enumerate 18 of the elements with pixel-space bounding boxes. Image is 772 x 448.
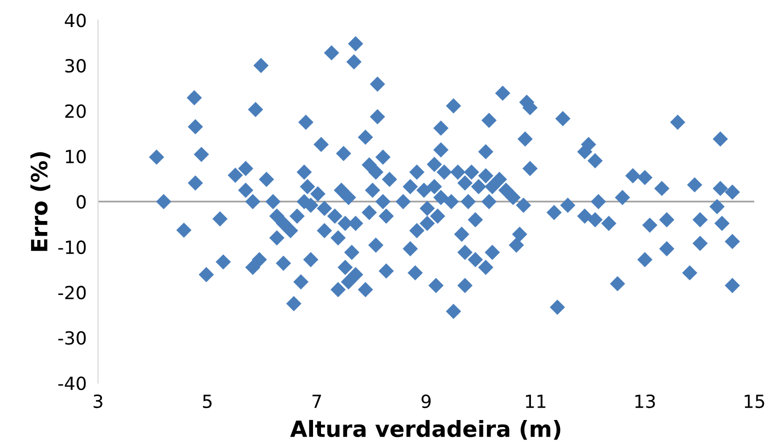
x-tick-label: 15 [744,394,764,408]
y-tick-label: -30 [58,331,86,345]
y-tick-label: 20 [65,104,86,118]
y-tick-label: 40 [64,14,86,28]
x-tick-label: 13 [635,394,655,408]
x-tick-label: 5 [203,394,212,408]
x-tick-label: 9 [422,394,431,408]
y-tick-label: -10 [58,240,86,254]
y-tick-label: 10 [66,150,86,164]
y-tick-label: 30 [65,58,86,73]
y-tick-label: 0 [76,195,86,209]
x-tick-label: 7 [312,394,321,408]
x-axis-title: Altura verdadeira (m) [290,420,560,440]
y-tick-label: -20 [58,286,86,300]
y-axis-title: Erro (%) [30,152,50,251]
x-tick-label: 3 [94,394,102,408]
x-tick-label: 11 [526,394,546,408]
y-tick-label: -40 [58,376,86,390]
